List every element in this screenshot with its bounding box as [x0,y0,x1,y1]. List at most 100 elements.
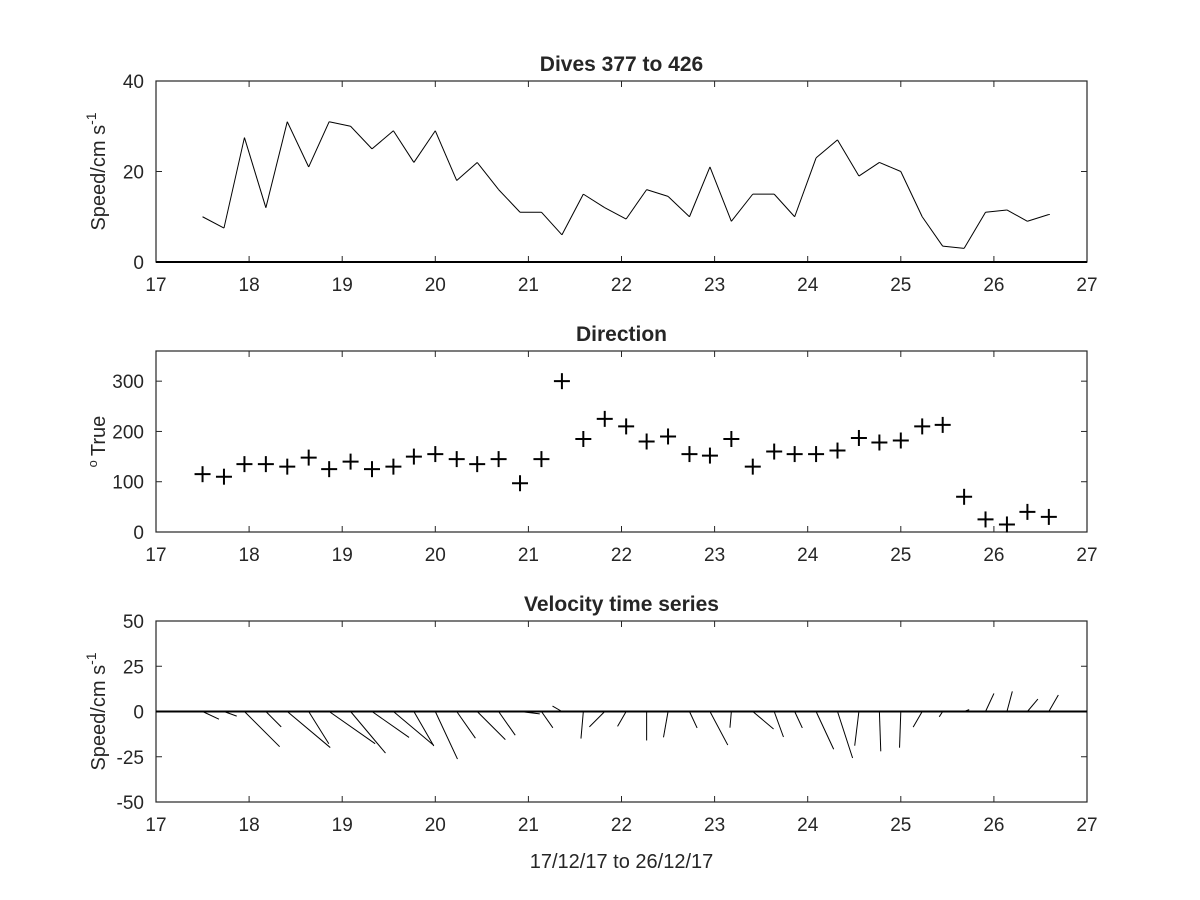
y-axis-label-main: True [88,416,110,456]
y-tick-label: 20 [123,163,144,184]
speed-series-segment [434,130,458,181]
direction-point [405,448,422,465]
speed-series-segment [498,189,521,213]
speed-series-segment [963,211,986,249]
direction-point [194,466,211,483]
x-tick-label: 25 [890,545,911,566]
direction-point [385,458,402,475]
speed-series-segment [709,166,732,222]
x-tick-label: 21 [518,815,539,836]
velocity-stick [244,711,280,748]
direction-point [892,432,909,449]
y-axis-label: Speed/cm s-1 [83,112,110,230]
direction-point [638,433,655,450]
speed-series-segment [604,207,627,220]
speed-series-segment [561,193,584,236]
y-tick-label: 100 [112,473,144,494]
x-tick-label: 19 [332,815,353,836]
y-tick-label: -25 [117,748,144,769]
speed-series-segment [371,130,394,150]
speed-series-segment [837,139,860,177]
velocity-stick [878,711,882,752]
direction-point [956,488,973,505]
speed-series-segment [308,121,330,168]
y-tick-label: 0 [133,703,144,724]
direction-point [914,418,931,435]
velocity-stick [709,711,729,746]
speed-series-segment [900,171,923,217]
x-tick-label: 20 [425,545,446,566]
speed-series-segment [1027,214,1049,222]
velocity-stick [413,711,435,747]
direction-point [786,446,803,463]
speed-series-segment [583,193,606,209]
direction-point [215,468,232,485]
speed-series-segment [456,162,478,181]
speed-series-segment [476,162,500,190]
y-tick-label: 200 [112,422,144,443]
speed-series-segment [392,130,415,163]
x-tick-label: 19 [332,545,353,566]
x-tick-label: 27 [1076,545,1097,566]
x-tick-label: 22 [611,545,632,566]
velocity-stick [328,711,376,745]
y-axis-label: Speed/cm s-1 [83,652,110,770]
velocity-stick [476,711,506,741]
speed-series-segment [265,121,288,208]
velocity-stick [837,711,854,759]
velocity-stick [519,711,540,715]
velocity-stick [912,711,923,728]
direction-point [257,456,274,473]
velocity-stick [729,711,732,728]
panel-3: 17 18 19 20 21 22 23 24 25 26 27 -50 -25 0 25 50 Velocit… [83,593,1098,873]
x-tick-label: 21 [518,545,539,566]
speed-series-segment [921,216,944,247]
speed-series-segment [942,245,965,249]
velocity-stick [308,711,330,744]
direction-point [279,458,296,475]
velocity-stick [899,711,902,748]
direction-point [1040,508,1057,525]
velocity-stick [541,711,554,729]
speed-series-segment [541,211,563,236]
speed-series-segment [286,121,310,168]
y-axis-label-sup: -1 [83,652,99,665]
speed-series-segment [858,162,880,177]
x-tick-label: 20 [425,815,446,836]
x-tick-label: 18 [239,545,260,566]
velocity-stick [350,711,386,754]
direction-point [427,446,444,463]
velocity-stick [202,711,220,720]
direction-point [533,451,550,468]
chart-title: Dives 377 to 426 [540,53,703,76]
direction-point [681,446,698,463]
direction-point [469,456,486,473]
speed-series-segment [815,139,838,159]
velocity-stick [223,711,237,717]
y-axis-label: o True [85,416,110,468]
direction-point [744,458,761,475]
x-tick-label: 18 [239,275,260,296]
direction-point [321,461,338,478]
direction-point [512,475,529,492]
speed-series-segment [667,196,690,218]
x-tick-label: 23 [704,545,725,566]
x-tick-label: 27 [1076,815,1097,836]
speed-series-segment [223,137,245,229]
y-tick-label: 300 [112,372,144,393]
x-tick-label: 25 [890,815,911,836]
speed-series-segment [329,121,351,127]
speed-series-segment [350,125,373,150]
x-tick-label: 26 [983,815,1004,836]
y-tick-label: 40 [123,72,144,93]
direction-point [723,430,740,447]
y-axis-label-sup: -1 [83,112,99,125]
direction-point [618,418,635,435]
direction-point [342,453,359,470]
velocity-stick [498,711,516,736]
speed-series-segment [794,157,817,217]
speed-series-segment [689,166,711,217]
y-axis-label-main: Speed/cm s [88,125,110,231]
direction-point [660,428,677,445]
velocity-stick [552,705,563,712]
